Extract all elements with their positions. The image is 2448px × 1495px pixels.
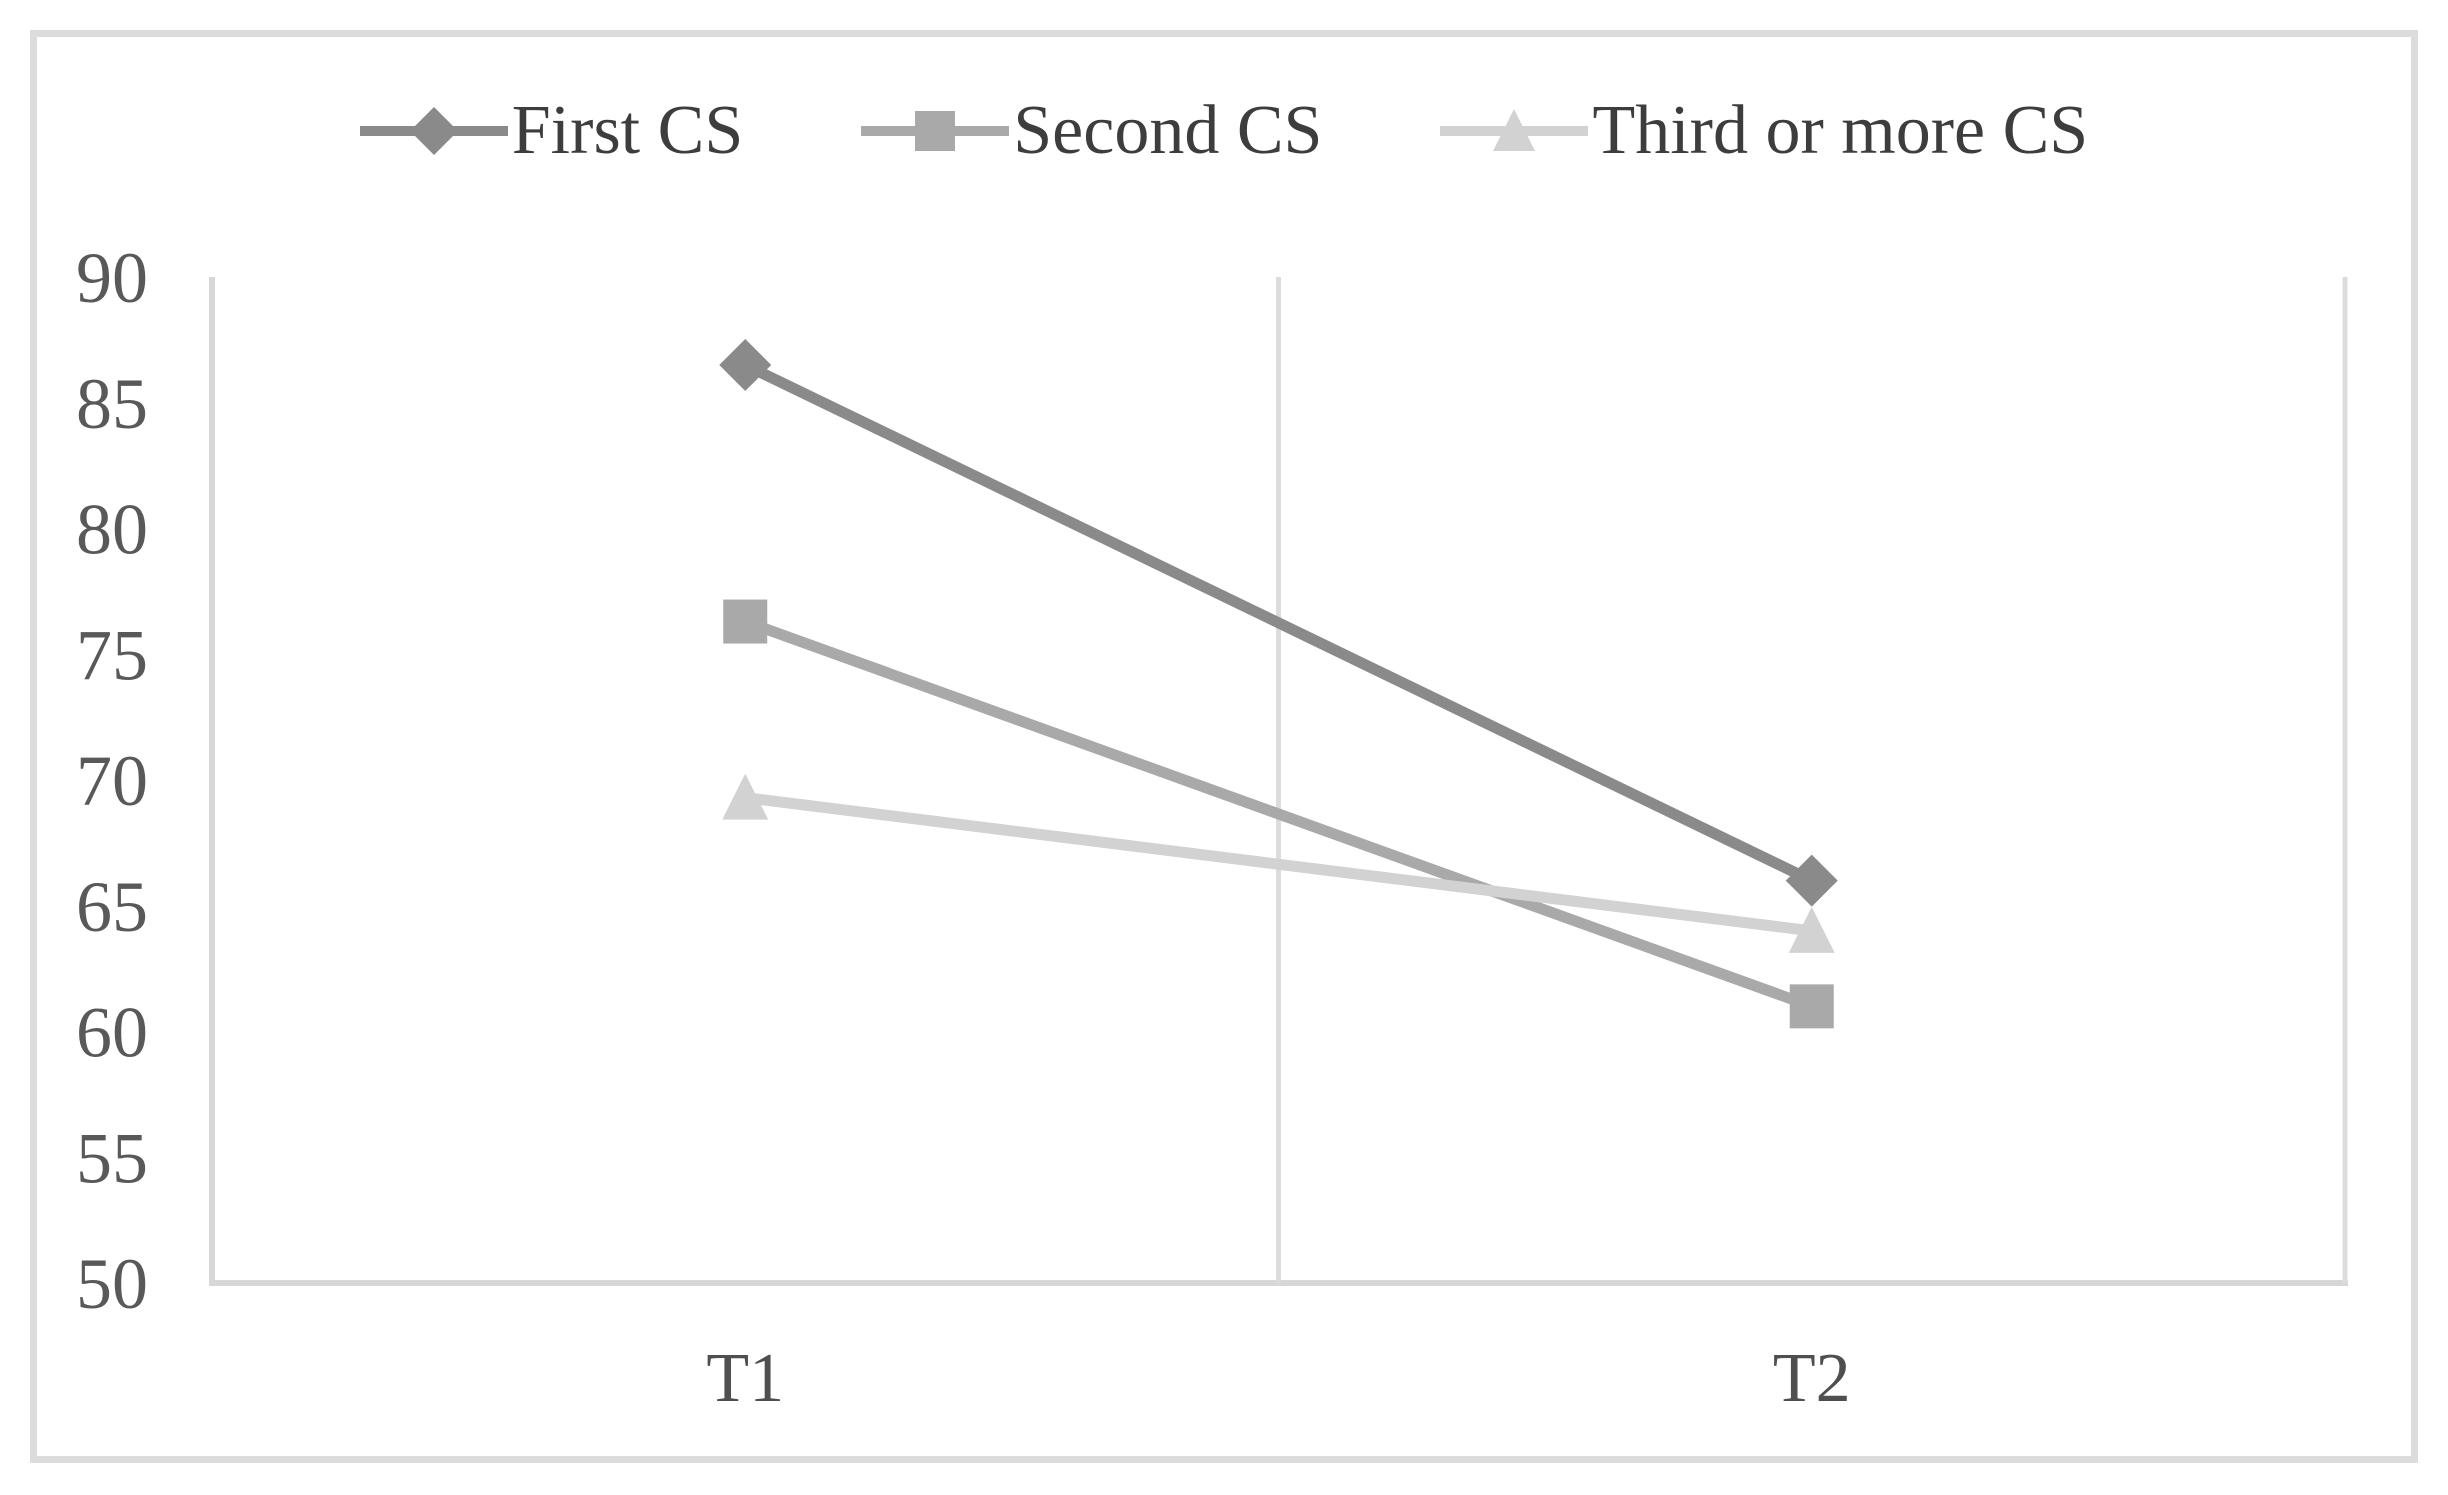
figure-border bbox=[30, 30, 2418, 1463]
legend-label: Third or more CS bbox=[1592, 92, 2089, 169]
legend-item-first-cs: First CS bbox=[359, 92, 744, 169]
chart-legend: First CS Second CS Third or more CS bbox=[0, 96, 2448, 166]
legend-square-marker-icon bbox=[861, 111, 1010, 151]
legend-label: First CS bbox=[511, 92, 744, 169]
svg-text:55: 55 bbox=[76, 1118, 148, 1198]
legend-diamond-marker-icon bbox=[359, 107, 508, 155]
legend-label: Second CS bbox=[1013, 92, 1323, 169]
svg-text:90: 90 bbox=[76, 238, 148, 318]
svg-text:80: 80 bbox=[76, 490, 148, 570]
legend-item-third-or-more-cs: Third or more CS bbox=[1440, 96, 2088, 166]
legend-triangle-marker-icon bbox=[1440, 109, 1589, 151]
svg-text:70: 70 bbox=[76, 741, 148, 821]
svg-text:T1: T1 bbox=[706, 1340, 784, 1417]
svg-text:85: 85 bbox=[76, 364, 148, 444]
svg-text:T2: T2 bbox=[1773, 1340, 1851, 1417]
legend-item-second-cs: Second CS bbox=[861, 96, 1322, 166]
svg-text:65: 65 bbox=[76, 867, 148, 947]
svg-text:50: 50 bbox=[76, 1244, 148, 1324]
svg-text:75: 75 bbox=[76, 615, 148, 695]
svg-text:60: 60 bbox=[76, 993, 148, 1073]
